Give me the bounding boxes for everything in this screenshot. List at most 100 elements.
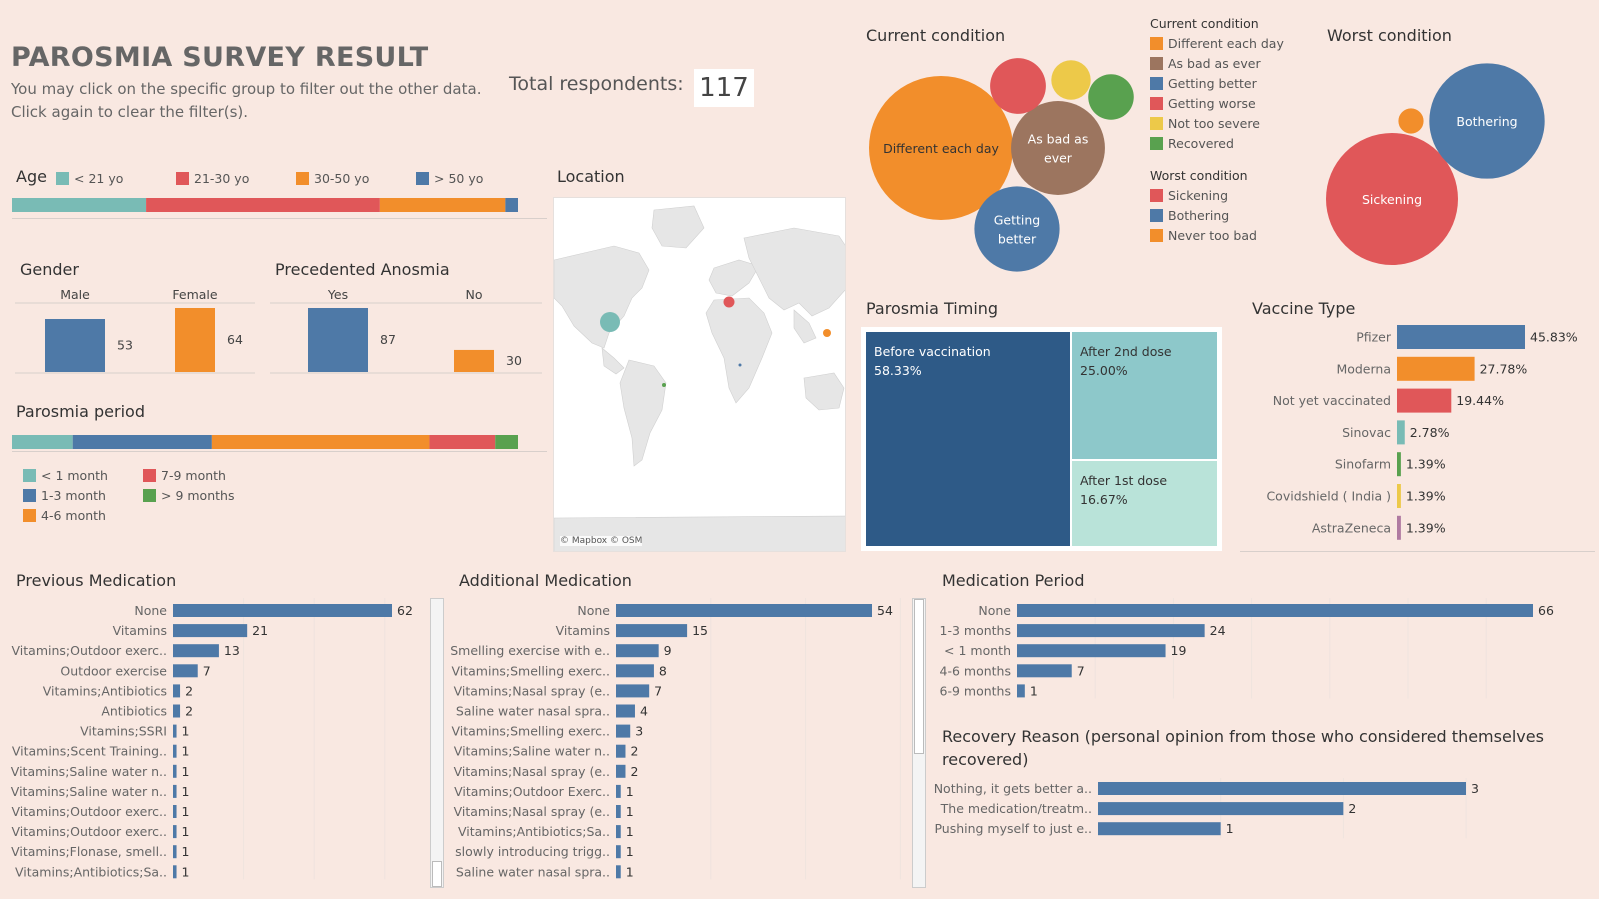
prevmed-bar[interactable] [173, 865, 177, 879]
current-bubble[interactable] [1011, 101, 1105, 195]
period-legend-4[interactable]: 7-9 month [143, 468, 226, 483]
current-bubble[interactable] [1051, 60, 1091, 100]
addmed-bar[interactable] [616, 704, 635, 718]
vaccine-bar[interactable] [1397, 515, 1401, 540]
prevmed-bar[interactable] [173, 825, 177, 839]
map-point-north-america[interactable] [600, 312, 620, 332]
worst-condition-bubbles[interactable]: Sickening Bothering [1310, 55, 1560, 270]
vaccine-chart[interactable]: Pfizer 45.83% Moderna 27.78% Not yet vaccina… [1240, 325, 1595, 550]
prevmed-bar[interactable] [173, 664, 198, 678]
medperiod-bar[interactable] [1017, 664, 1072, 678]
anosmia-chart[interactable]: Yes 87 No 30 [270, 290, 542, 382]
addmed-bar[interactable] [616, 724, 631, 738]
addmed-bar[interactable] [616, 825, 621, 839]
prevmed-bar[interactable] [173, 805, 177, 818]
current-bubble[interactable] [869, 76, 1013, 220]
current-bubble[interactable] [1088, 74, 1134, 120]
current-legend-item[interactable]: Not too severe [1150, 114, 1320, 134]
addmed-bar[interactable] [616, 744, 626, 758]
gender-chart[interactable]: Male 53 Female 64 [15, 290, 255, 382]
map-point-africa[interactable] [738, 363, 742, 367]
map-point-south-america[interactable] [662, 383, 666, 387]
vaccine-bar[interactable] [1397, 356, 1475, 381]
prevmed-bar[interactable] [173, 684, 181, 698]
recovery-bar[interactable] [1098, 802, 1344, 816]
addmed-bar[interactable] [616, 865, 621, 879]
current-legend-item[interactable]: Recovered [1150, 134, 1320, 154]
medperiod-bar[interactable] [1017, 624, 1205, 638]
prevmed-bar[interactable] [173, 764, 177, 778]
worst-legend-item[interactable]: Sickening [1150, 186, 1320, 206]
prevmed-bar[interactable] [173, 624, 248, 638]
period-legend-5[interactable]: > 9 months [143, 488, 234, 503]
vaccine-bar[interactable] [1397, 388, 1452, 413]
worst-bubble[interactable] [1429, 63, 1545, 179]
age-legend-2[interactable]: 21-30 yo [176, 171, 249, 186]
vaccine-bar[interactable] [1397, 484, 1401, 508]
prevmed-bar[interactable] [173, 604, 392, 617]
timing-treemap[interactable]: Before vaccination 58.33% After 2nd dose… [861, 327, 1222, 551]
age-legend-1[interactable]: < 21 yo [56, 171, 123, 186]
period-legend-3[interactable]: 4-6 month [23, 508, 106, 523]
recovery-bar[interactable] [1098, 782, 1466, 795]
prevmed-scrollbar[interactable] [430, 598, 444, 888]
period-stacked-bar[interactable] [12, 435, 520, 451]
map-point-europe[interactable] [723, 296, 735, 308]
map-point-east-asia[interactable] [823, 329, 831, 337]
stacked-segment-3[interactable] [429, 435, 496, 449]
prevmed-bar[interactable] [173, 784, 177, 798]
anosmia-bar[interactable] [454, 349, 494, 372]
worst-bubble[interactable] [1398, 108, 1424, 134]
location-map[interactable]: © Mapbox © OSM [553, 197, 846, 552]
addmed-bar[interactable] [616, 805, 621, 818]
current-bubble[interactable] [990, 58, 1046, 114]
recovery-bar[interactable] [1098, 822, 1221, 836]
medperiod-bar[interactable] [1017, 644, 1166, 658]
current-legend-item[interactable]: As bad as ever [1150, 54, 1320, 74]
addmed-bar[interactable] [616, 604, 872, 617]
stacked-segment-0[interactable] [12, 435, 73, 449]
period-legend-2[interactable]: 1-3 month [23, 488, 106, 503]
addmed-bar[interactable] [616, 845, 621, 859]
age-stacked-bar[interactable] [12, 198, 520, 218]
stacked-segment-1[interactable] [72, 435, 212, 449]
addmed-bar[interactable] [616, 784, 621, 798]
current-legend-item[interactable]: Getting better [1150, 74, 1320, 94]
period-legend-1[interactable]: < 1 month [23, 468, 108, 483]
stacked-segment-3[interactable] [505, 198, 518, 212]
gender-bar[interactable] [45, 319, 105, 372]
addmed-bar[interactable] [616, 644, 659, 658]
age-legend-4[interactable]: > 50 yo [416, 171, 483, 186]
vaccine-bar[interactable] [1397, 420, 1405, 445]
prevmed-scroll-thumb[interactable] [432, 861, 442, 887]
stacked-segment-4[interactable] [495, 435, 518, 449]
medperiod-chart[interactable]: None 66 1-3 months 24 < 1 month 19 4-6 months 7… [928, 598, 1588, 703]
addmed-bar[interactable] [616, 664, 654, 678]
addmed-bar[interactable] [616, 684, 650, 698]
stacked-segment-0[interactable] [12, 198, 147, 212]
prevmed-bar[interactable] [173, 644, 219, 658]
prevmed-bar[interactable] [173, 704, 181, 718]
prevmed-bar[interactable] [173, 845, 177, 859]
current-legend-item[interactable]: Different each day [1150, 34, 1320, 54]
current-condition-bubbles[interactable]: Different each day As bad as ever Getting be… [860, 45, 1140, 280]
vaccine-bar[interactable] [1397, 325, 1525, 349]
current-legend-item[interactable]: Getting worse [1150, 94, 1320, 114]
gender-bar[interactable] [175, 308, 215, 372]
medperiod-bar[interactable] [1017, 604, 1533, 617]
treemap-before-vaccination[interactable]: Before vaccination 58.33% [866, 332, 1070, 546]
treemap-after-2nd-dose[interactable]: After 2nd dose 25.00% [1072, 332, 1217, 459]
stacked-segment-2[interactable] [379, 198, 506, 212]
prevmed-bar[interactable] [173, 724, 177, 738]
medperiod-bar[interactable] [1017, 684, 1025, 698]
recovery-chart[interactable]: Nothing, it gets better a.. 3 The medicati… [928, 778, 1588, 848]
addmed-scrollbar[interactable] [912, 598, 926, 888]
stacked-segment-2[interactable] [211, 435, 430, 449]
stacked-segment-1[interactable] [146, 198, 380, 212]
current-bubble[interactable] [974, 186, 1060, 272]
addmed-scroll-thumb[interactable] [914, 599, 924, 754]
worst-legend-item[interactable]: Never too bad [1150, 226, 1320, 246]
worst-bubble[interactable] [1326, 133, 1458, 265]
treemap-after-1st-dose[interactable]: After 1st dose 16.67% [1072, 461, 1217, 546]
